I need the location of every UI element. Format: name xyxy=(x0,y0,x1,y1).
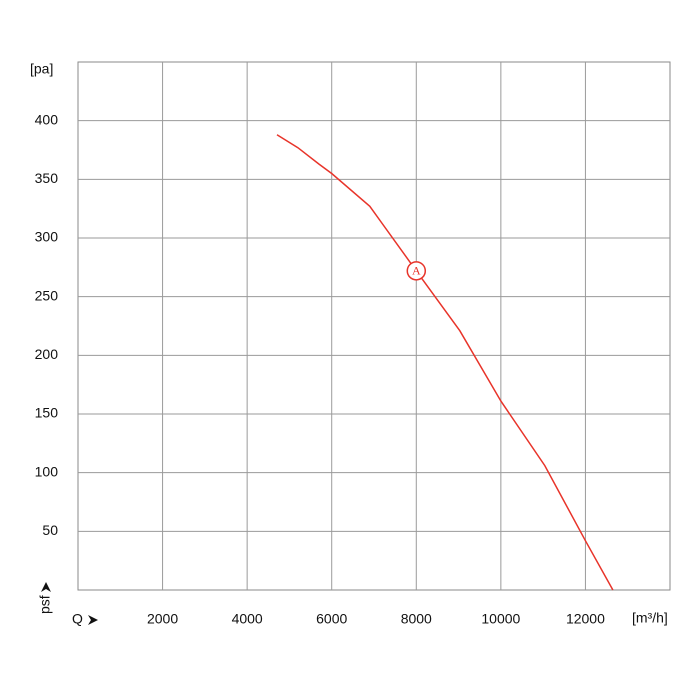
x-tick-label: 10000 xyxy=(481,611,520,627)
y-tick-label: 150 xyxy=(35,405,59,421)
y-arrow xyxy=(41,582,51,592)
plot-frame xyxy=(77,61,671,591)
x-tick-label: 12000 xyxy=(566,611,605,627)
y-tick-label: 50 xyxy=(42,522,58,538)
y-tick-label: 250 xyxy=(35,287,59,303)
y-symbol: psf xyxy=(37,595,53,614)
y-tick-label: 100 xyxy=(35,463,59,479)
y-tick-label: 300 xyxy=(35,229,59,245)
x-arrow xyxy=(88,615,98,625)
y-tick-label: 400 xyxy=(35,111,59,127)
operating-point-label: A xyxy=(412,264,421,278)
y-axis-label: [pa] xyxy=(30,61,53,77)
x-tick-label: 6000 xyxy=(316,611,347,627)
x-axis-label: [m³/h] xyxy=(632,610,668,626)
y-tick-label: 200 xyxy=(35,346,59,362)
x-tick-label: 4000 xyxy=(232,611,263,627)
x-tick-label: 8000 xyxy=(401,611,432,627)
x-symbol: Q xyxy=(72,611,83,627)
operating-point xyxy=(406,261,427,281)
x-tick-label: 2000 xyxy=(147,611,178,627)
y-tick-label: 350 xyxy=(35,170,59,186)
curve xyxy=(276,134,614,591)
